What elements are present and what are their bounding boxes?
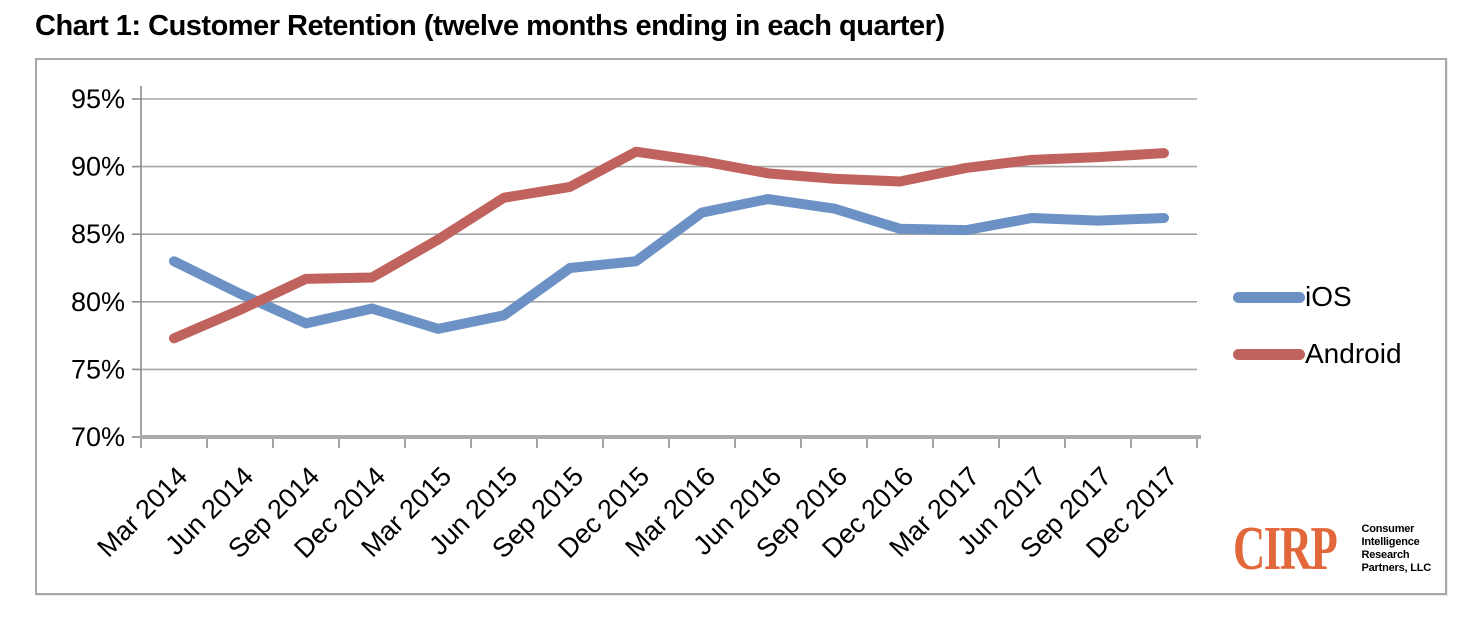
chart-title: Chart 1: Customer Retention (twelve mont…	[35, 10, 945, 42]
y-axis-label: 70%	[71, 422, 125, 452]
series-line-android	[169, 146, 1169, 344]
series-line-ios	[169, 194, 1169, 334]
cirp-logo-line: Intelligence	[1361, 536, 1420, 548]
cirp-logo: CIRP Consumer Intelligence Research Part…	[1232, 515, 1431, 583]
cirp-logo-acronym: CIRP	[1232, 515, 1338, 583]
y-axis-label: 85%	[71, 219, 125, 249]
y-axis-label: 75%	[71, 354, 125, 384]
cirp-logo-line: Consumer	[1361, 523, 1415, 535]
cirp-logo-line: Partners, LLC	[1361, 562, 1431, 574]
legend-swatch-ios	[1233, 291, 1305, 303]
y-axis-label: 90%	[71, 152, 125, 182]
chart-frame: 95% 90% 85% 80% 75% 70% Mar 2014 Jun 2014 Sep 20…	[35, 58, 1447, 595]
chart-legend: iOS Android	[1233, 282, 1402, 396]
y-axis-label: 95%	[71, 84, 125, 114]
legend-label-android: Android	[1305, 338, 1402, 369]
cirp-logo-text: Consumer Intelligence Research Partners,…	[1361, 523, 1431, 575]
y-axis-label: 80%	[71, 287, 125, 317]
cirp-logo-line: Research	[1361, 549, 1410, 561]
legend-label-ios: iOS	[1305, 281, 1352, 312]
legend-item-ios: iOS	[1233, 282, 1402, 312]
legend-swatch-android	[1233, 348, 1305, 360]
legend-item-android: Android	[1233, 339, 1402, 369]
